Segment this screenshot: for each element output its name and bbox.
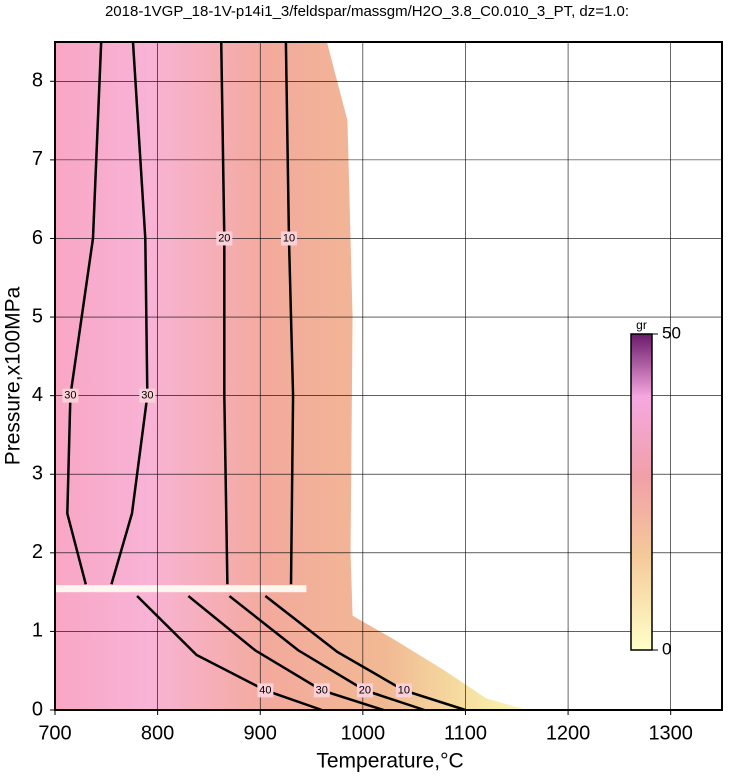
contour-label-bg — [216, 231, 233, 246]
filled-region — [55, 42, 528, 710]
contour-label-bg — [62, 388, 79, 403]
colorbar-tick-label: 50 — [662, 323, 681, 342]
colorbar-label: gr — [636, 318, 647, 332]
x-tick-label: 800 — [141, 722, 174, 744]
contour-label: 30 — [64, 390, 76, 402]
contour-label-bg — [356, 683, 373, 698]
chart-title: 2018-1VGP_18-1V-p14i1_3/feldspar/massgm/… — [105, 3, 629, 20]
contour-line — [187, 595, 384, 712]
x-axis-label: Temperature,°C — [316, 750, 463, 773]
contour-label-bg — [280, 231, 297, 246]
gap-band — [55, 585, 307, 593]
contour-label: 30 — [316, 684, 328, 696]
contour-line — [136, 595, 323, 712]
contour-label: 40 — [259, 684, 271, 696]
contour-label: 10 — [398, 684, 410, 696]
plot-area: 700 800 900 1000 1100 1200 1300 0 1 2 3 4 5 6 7 8 10 20 30… — [32, 41, 723, 744]
y-tick-label: 5 — [32, 305, 43, 327]
x-tick-label: 1200 — [546, 722, 591, 744]
x-tick-label: 1000 — [341, 722, 386, 744]
contour-line — [264, 595, 466, 712]
y-tick-label: 7 — [32, 148, 43, 170]
y-tick-label: 0 — [32, 698, 43, 720]
x-tick-label: 1300 — [648, 722, 693, 744]
x-tick-label: 700 — [38, 722, 71, 744]
contour-label: 10 — [283, 232, 295, 244]
contour-label: 30 — [141, 390, 153, 402]
contour-label-bg — [139, 388, 156, 403]
x-tick-label: 1100 — [444, 722, 487, 744]
colorbar-tick-label: 0 — [662, 639, 671, 658]
contour-label: 20 — [218, 232, 230, 244]
y-axis-label: Pressure,x100MPa — [2, 286, 25, 465]
x-tick-label: 900 — [244, 722, 277, 744]
contour-line — [284, 41, 295, 585]
contour-label-bg — [257, 683, 274, 698]
plot-frame — [54, 41, 723, 711]
contour-label-bg — [395, 683, 412, 698]
y-tick-label: 8 — [32, 70, 43, 92]
y-tick-label: 3 — [32, 463, 43, 485]
y-tick-label: 1 — [32, 620, 43, 642]
y-tick-label: 2 — [32, 541, 43, 563]
y-tick-label: 6 — [32, 227, 43, 249]
contour-label-bg — [313, 683, 330, 698]
y-tick-label: 4 — [32, 384, 43, 406]
contour-line — [228, 595, 425, 712]
contour-label: 20 — [359, 684, 371, 696]
contour-line — [219, 41, 229, 585]
colorbar — [630, 333, 653, 651]
